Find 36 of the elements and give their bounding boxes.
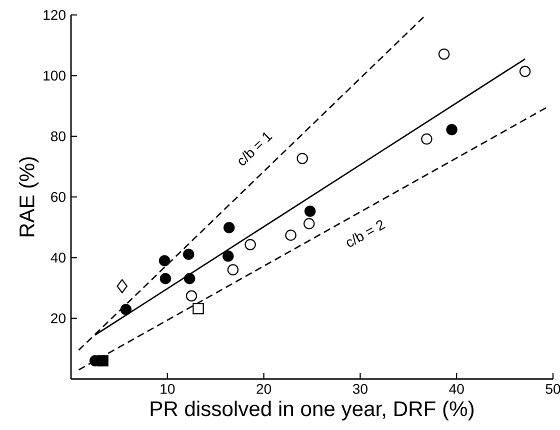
- point: [296, 152, 308, 164]
- x-axis-title: PR dissolved in one year, DRF (%): [150, 400, 474, 420]
- point: [304, 206, 316, 217]
- point: [120, 304, 132, 316]
- point: [182, 248, 194, 260]
- point: [186, 290, 198, 302]
- x-tick-label: 40: [449, 384, 464, 394]
- x-tick-label: 20: [256, 384, 272, 394]
- point: [160, 272, 172, 284]
- x-tick-label: 50: [546, 384, 560, 394]
- point: [184, 272, 196, 284]
- y-tick-label: 60: [51, 192, 66, 202]
- y-tick-label: 40: [50, 252, 66, 263]
- point: [158, 255, 170, 266]
- point: [223, 222, 235, 234]
- point: [421, 133, 432, 145]
- y-axis-title: RAE (%): [18, 157, 39, 236]
- point: [227, 264, 239, 276]
- point: [285, 230, 296, 241]
- y-tick-label: 100: [44, 70, 66, 81]
- y-tick-label: 80: [51, 131, 66, 142]
- point: [303, 218, 315, 230]
- x-tick-label: 10: [160, 384, 175, 394]
- annotation: c/b = 2: [346, 220, 386, 247]
- point: [116, 279, 128, 294]
- point: [192, 302, 204, 314]
- point: [446, 124, 458, 136]
- point: [222, 250, 234, 262]
- y-tick-label: 120: [44, 10, 66, 20]
- point: [438, 48, 450, 60]
- annotation: c/b = 1: [238, 132, 272, 166]
- point: [97, 355, 108, 366]
- point: [244, 238, 256, 250]
- y-tick-label: 20: [51, 313, 66, 324]
- point: [519, 66, 531, 78]
- x-tick-label: 30: [352, 384, 368, 394]
